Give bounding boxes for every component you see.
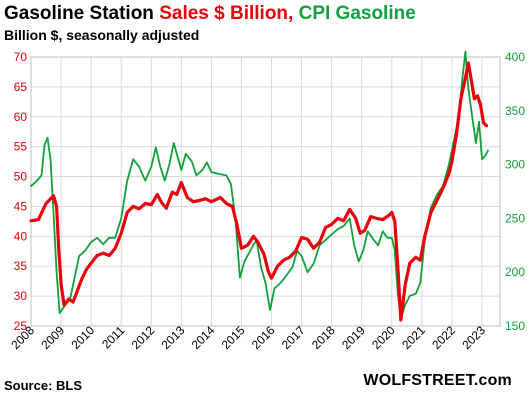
- left-tick-label: 55: [14, 140, 28, 154]
- x-tick-label: 2023: [459, 323, 488, 352]
- x-tick-label: 2011: [99, 323, 127, 351]
- cpi-series-line: [30, 50, 489, 320]
- x-tick-label: 2010: [68, 323, 97, 352]
- left-tick-label: 45: [14, 199, 28, 213]
- x-tick-label: 2013: [159, 323, 188, 352]
- x-tick-label: 2016: [249, 323, 278, 352]
- right-tick-label: 350: [505, 104, 525, 118]
- left-tick-label: 30: [14, 289, 28, 303]
- x-tick-label: 2017: [279, 323, 308, 352]
- chart-subtitle: Billion $, seasonally adjusted: [4, 27, 200, 43]
- title-part-sales: Sales $ Billion,: [159, 3, 294, 24]
- right-tick-label: 400: [505, 50, 525, 64]
- x-tick-label: 2020: [369, 323, 398, 352]
- right-tick-label: 150: [505, 319, 525, 333]
- right-tick-label: 300: [505, 158, 525, 172]
- right-tick-label: 200: [505, 265, 525, 279]
- plot-frame: [30, 56, 501, 327]
- x-tick-label: 2014: [189, 323, 218, 352]
- x-tick-label: 2012: [129, 323, 158, 352]
- x-tick-label: 2019: [339, 323, 368, 352]
- source-note: Source: BLS: [4, 378, 83, 393]
- left-tick-label: 60: [14, 110, 28, 124]
- chart-title: Gasoline Station Sales $ Billion, CPI Ga…: [4, 3, 416, 25]
- x-tick-label: 2009: [38, 323, 67, 352]
- left-axis: 25 30 35 40 45 50 55 60 65 70: [14, 50, 28, 333]
- title-part-cpi: CPI Gasoline: [293, 3, 416, 24]
- title-part-black: Gasoline Station: [4, 3, 160, 24]
- x-tick-label: 2022: [429, 323, 458, 352]
- brand-logo-text: WOLFSTREET.com: [363, 372, 512, 389]
- left-tick-label: 65: [14, 80, 28, 94]
- left-tick-label: 35: [14, 259, 28, 273]
- grid: [30, 56, 501, 327]
- sales-series-line: [29, 61, 489, 322]
- right-tick-label: 250: [505, 211, 525, 225]
- series: [29, 50, 489, 322]
- x-tick-label: 2021: [399, 323, 428, 352]
- left-tick-label: 40: [14, 229, 28, 243]
- left-tick-label: 50: [14, 170, 28, 184]
- x-tick-label: 2018: [309, 323, 338, 352]
- left-tick-label: 70: [14, 50, 28, 64]
- x-tick-label: 2015: [219, 323, 248, 352]
- left-tick-label: 25: [14, 319, 28, 333]
- right-axis: 150 200 250 300 350 400: [505, 50, 525, 333]
- x-axis: 2008 2009 2010 2011 2012 2013 2014 2015 2016 2017…: [8, 323, 488, 352]
